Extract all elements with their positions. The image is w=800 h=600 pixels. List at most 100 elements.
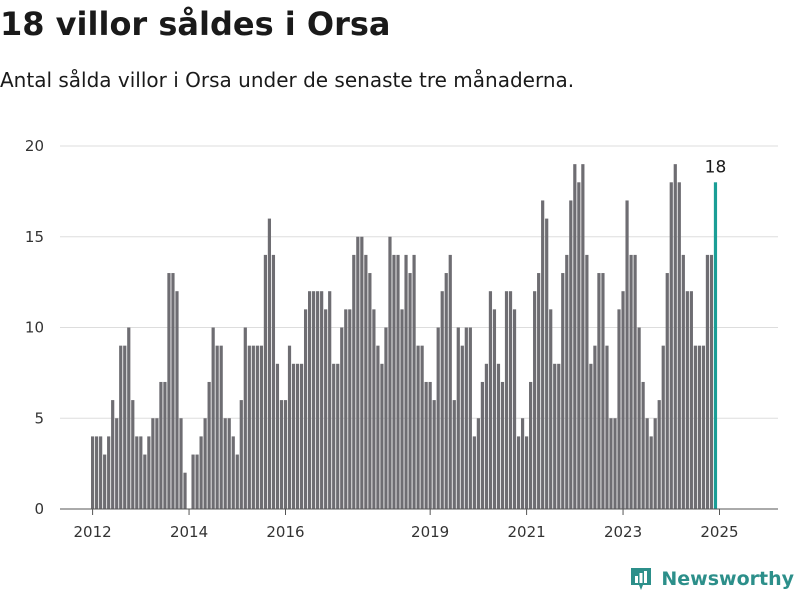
bar	[159, 381, 163, 509]
bar	[597, 273, 601, 509]
bar	[251, 345, 255, 509]
bar	[448, 254, 452, 509]
bar	[476, 418, 480, 509]
bar	[549, 309, 553, 509]
bar	[235, 454, 239, 509]
bar	[573, 164, 577, 509]
bar	[324, 309, 328, 509]
bar	[689, 291, 693, 509]
bar	[231, 436, 235, 509]
bar	[408, 273, 412, 509]
bar	[267, 218, 272, 509]
bar	[219, 345, 223, 509]
bar	[179, 418, 183, 509]
bar	[492, 309, 497, 509]
bar	[545, 218, 549, 509]
y-tick-label: 15	[25, 228, 44, 246]
bar	[299, 363, 304, 509]
bar	[275, 363, 280, 509]
chart-title: 18 villor såldes i Orsa	[0, 5, 391, 43]
bar	[303, 309, 308, 509]
brand-name: Newsworthy	[661, 568, 794, 590]
x-tick-label: 2012	[74, 523, 112, 541]
bar	[581, 164, 585, 509]
bar	[537, 273, 541, 509]
bar	[131, 400, 135, 509]
bar	[456, 327, 460, 509]
bar	[271, 254, 276, 509]
bar	[203, 418, 207, 509]
bar	[207, 381, 211, 509]
bar	[609, 418, 613, 509]
bar	[400, 309, 404, 509]
x-tick-label: 2025	[700, 523, 738, 541]
bar	[316, 291, 320, 509]
bar	[709, 254, 714, 509]
bar	[99, 436, 103, 509]
bar	[464, 327, 468, 509]
bar	[601, 273, 605, 509]
bar	[681, 254, 685, 509]
bar-highlight	[713, 182, 718, 510]
bar	[621, 291, 625, 509]
bar	[480, 381, 484, 509]
y-tick-label: 0	[34, 500, 44, 518]
bar	[565, 254, 569, 509]
bar	[139, 436, 143, 509]
bar	[653, 418, 657, 509]
bar	[512, 309, 517, 509]
bar	[111, 400, 115, 509]
bar	[360, 236, 364, 509]
brand-logo: Newsworthy	[629, 566, 794, 592]
bar	[239, 400, 243, 509]
x-tick-label: 2023	[604, 523, 642, 541]
bar	[199, 436, 203, 509]
bar	[673, 164, 677, 509]
bar	[255, 345, 259, 509]
bar	[625, 200, 629, 509]
bar	[613, 418, 617, 509]
y-tick-label: 10	[25, 319, 44, 337]
bar	[372, 309, 376, 509]
bar	[516, 436, 521, 509]
bar	[649, 436, 653, 509]
bar	[593, 345, 597, 509]
bar	[191, 454, 195, 509]
bar	[633, 254, 637, 509]
bar	[520, 418, 525, 509]
bar	[163, 381, 167, 509]
bar	[348, 309, 352, 509]
bar	[175, 291, 179, 509]
bar	[107, 436, 111, 509]
bar	[605, 345, 609, 509]
bar	[665, 273, 669, 509]
bar	[332, 363, 336, 509]
bar	[432, 400, 436, 509]
bar	[693, 345, 697, 509]
bar	[396, 254, 400, 509]
bar	[484, 363, 489, 509]
bar	[533, 291, 537, 509]
bar	[641, 381, 645, 509]
bar	[500, 381, 505, 509]
bar	[183, 472, 187, 509]
bar	[344, 309, 348, 509]
bar	[472, 436, 476, 509]
bar	[661, 345, 665, 509]
bar	[617, 309, 621, 509]
bar	[380, 363, 384, 509]
bar	[259, 345, 263, 509]
bar	[525, 436, 529, 509]
x-tick-label: 2014	[170, 523, 208, 541]
bar	[376, 345, 380, 509]
bar	[637, 327, 641, 509]
bar	[151, 418, 155, 509]
bar	[227, 418, 231, 509]
bar	[669, 182, 673, 510]
bar	[697, 345, 701, 509]
last-value-label: 18	[705, 157, 727, 177]
bar	[119, 345, 123, 509]
bar	[356, 236, 360, 509]
x-tick-label: 2016	[266, 523, 304, 541]
